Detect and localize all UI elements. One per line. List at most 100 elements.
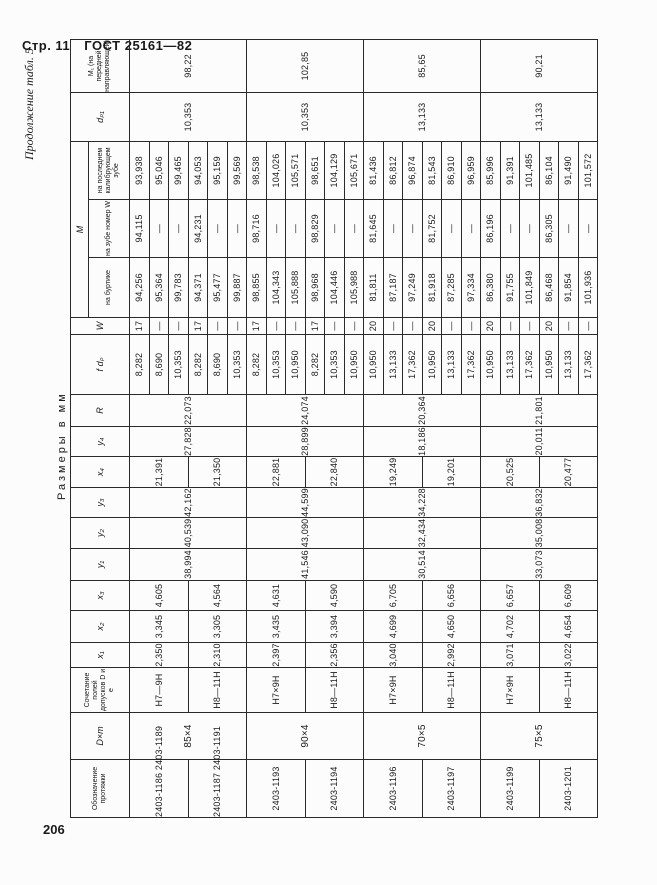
x2-cell: 4,654	[539, 610, 598, 643]
m-last-cell: 101,572	[578, 141, 598, 200]
continuation-caption: Продолжение табл. 5	[22, 48, 36, 160]
y1-cell: 30,514	[363, 548, 481, 581]
x4-cell: 19,201	[422, 456, 481, 488]
page-header: Стр. 11 ГОСТ 25161—82	[22, 38, 202, 53]
dimensions-table: Обозначение протяжки D×m Сочетание полей…	[70, 39, 598, 818]
table-body: 2403-1186 2403-1189 85×4 H7—9H 2,350 3,345 4,…	[129, 39, 598, 818]
w-cell: —	[285, 317, 305, 335]
m-last-cell: 105,671	[344, 141, 364, 200]
x3-cell: 6,609	[539, 580, 598, 611]
table-header: Обозначение протяжки D×m Сочетание полей…	[70, 39, 130, 818]
r-cell: 22,073	[129, 394, 247, 427]
table-row: 2403-1196 70×5 H7×9H 3,040 4,699 6,705 30,514 3…	[363, 39, 481, 818]
header-y2: y₂	[70, 517, 130, 549]
x3-cell: 6,657	[480, 580, 539, 611]
header-fdp: f dₚ	[70, 334, 130, 395]
x3-cell: 6,656	[422, 580, 481, 611]
tolerance-cell: H8—11H	[422, 667, 481, 713]
units-caption: Размеры в мм	[56, 391, 68, 500]
m-last-cell: 91,490	[558, 141, 578, 200]
m-tooth-w-cell: —	[558, 199, 578, 258]
m-collar-cell: 95,477	[207, 257, 227, 318]
m-tooth-w-cell: —	[402, 199, 422, 258]
fdp-cell: 10,353	[227, 334, 247, 395]
w-cell: —	[168, 317, 188, 335]
y2-cell: 35,008	[480, 517, 598, 549]
m1-cell: 85,65	[363, 39, 481, 93]
dp1-cell: 13,133	[480, 92, 598, 142]
w-cell: 17	[246, 317, 266, 335]
m-tooth-w-cell: —	[441, 199, 461, 258]
w-cell: 17	[129, 317, 149, 335]
dm-cell: 70×5	[363, 712, 481, 760]
header-dp1: dₚ₁	[70, 92, 130, 142]
m-collar-cell: 91,854	[558, 257, 578, 318]
y2-cell: 43,090	[246, 517, 364, 549]
x3-cell: 4,605	[129, 580, 188, 611]
table-row: 2403-1186 2403-1189 85×4 H7—9H 2,350 3,345 4,…	[129, 39, 247, 818]
r-cell: 24,074	[246, 394, 364, 427]
header-m-collar: на буртике	[88, 257, 130, 318]
header-dm: D×m	[70, 712, 130, 760]
fdp-cell: 10,353	[324, 334, 344, 395]
m-tooth-w-cell: —	[168, 199, 188, 258]
fdp-cell: 10,950	[480, 334, 500, 395]
header-m: M	[70, 141, 89, 318]
m-tooth-w-cell: 81,645	[363, 199, 383, 258]
w-cell: 17	[305, 317, 325, 335]
fdp-cell: 8,282	[129, 334, 149, 395]
designation-cell: 2403-1199	[480, 759, 539, 818]
m1-cell: 102,85	[246, 39, 364, 93]
y4-cell: 18,186	[363, 426, 481, 457]
x2-cell: 3,394	[305, 610, 364, 643]
fdp-cell: 10,353	[266, 334, 286, 395]
dm-cell: 85×4	[129, 712, 247, 760]
fdp-cell: 17,362	[578, 334, 598, 395]
tolerance-cell: H8—11H	[305, 667, 364, 713]
m-collar-cell: 97,334	[461, 257, 481, 318]
dp1-cell: 10,353	[246, 92, 364, 142]
m-last-cell: 95,046	[149, 141, 169, 200]
m-last-cell: 96,959	[461, 141, 481, 200]
m-tooth-w-cell: —	[578, 199, 598, 258]
m-tooth-w-cell: —	[383, 199, 403, 258]
fdp-cell: 13,133	[500, 334, 520, 395]
m-last-cell: 81,543	[422, 141, 442, 200]
m-tooth-w-cell: 86,196	[480, 199, 500, 258]
y2-cell: 32,434	[363, 517, 481, 549]
x3-cell: 4,590	[305, 580, 364, 611]
header-x4: x₄	[70, 456, 130, 488]
x1-cell: 3,022	[539, 642, 598, 668]
m-last-cell: 96,874	[402, 141, 422, 200]
fdp-cell: 10,950	[285, 334, 305, 395]
m-last-cell: 99,465	[168, 141, 188, 200]
designation-cell: 2403-1193	[246, 759, 305, 818]
y4-cell: 28,899	[246, 426, 364, 457]
m-last-cell: 91,391	[500, 141, 520, 200]
fdp-cell: 8,282	[246, 334, 266, 395]
w-cell: —	[500, 317, 520, 335]
m-collar-cell: 87,285	[441, 257, 461, 318]
header-y3: y₃	[70, 487, 130, 518]
dp1-cell: 13,133	[363, 92, 481, 142]
fdp-cell: 8,690	[149, 334, 169, 395]
w-cell: —	[344, 317, 364, 335]
x2-cell: 3,305	[188, 610, 247, 643]
fdp-cell: 17,362	[461, 334, 481, 395]
header-y4: y₄	[70, 426, 130, 457]
m-collar-cell: 94,256	[129, 257, 149, 318]
w-cell: —	[383, 317, 403, 335]
header-x1: x₁	[70, 642, 130, 668]
tolerance-cell: H7×9H	[480, 667, 539, 713]
m-last-cell: 85,996	[480, 141, 500, 200]
w-cell: —	[558, 317, 578, 335]
tolerance-cell: H7—9H	[129, 667, 188, 713]
x4-cell: 19,249	[363, 456, 422, 488]
y1-cell: 38,994	[129, 548, 247, 581]
m-collar-cell: 81,811	[363, 257, 383, 318]
x1-cell: 2,350	[129, 642, 188, 668]
fdp-cell: 8,690	[207, 334, 227, 395]
header-w: W	[70, 317, 130, 335]
y3-cell: 36,832	[480, 487, 598, 518]
designation-cell: 2403-1196	[363, 759, 422, 818]
